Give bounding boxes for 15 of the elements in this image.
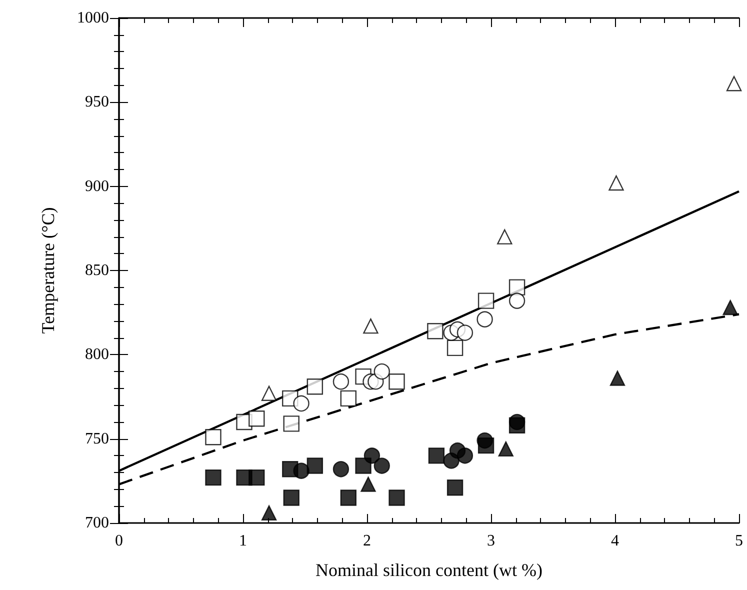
- x-tick-label: 4: [611, 532, 619, 550]
- y-tick-label: 700: [85, 514, 109, 532]
- y-axis-title: Temperature (°C): [38, 207, 58, 334]
- y-tick-label: 800: [85, 346, 109, 364]
- x-axis-title: Nominal silicon content (wt %): [316, 560, 542, 580]
- x-tick-label: 3: [487, 532, 495, 550]
- y-tick-label: 850: [85, 262, 109, 279]
- y-tick-label: 950: [85, 94, 109, 111]
- y-tick-label: 900: [85, 178, 109, 195]
- x-tick-label: 0: [115, 532, 123, 550]
- x-tick-label: 1: [239, 532, 247, 550]
- y-tick-label: 1000: [77, 10, 109, 26]
- x-tick-label: 2: [363, 532, 371, 550]
- x-tick-label: 5: [735, 532, 743, 550]
- y-tick-label: 750: [85, 430, 109, 448]
